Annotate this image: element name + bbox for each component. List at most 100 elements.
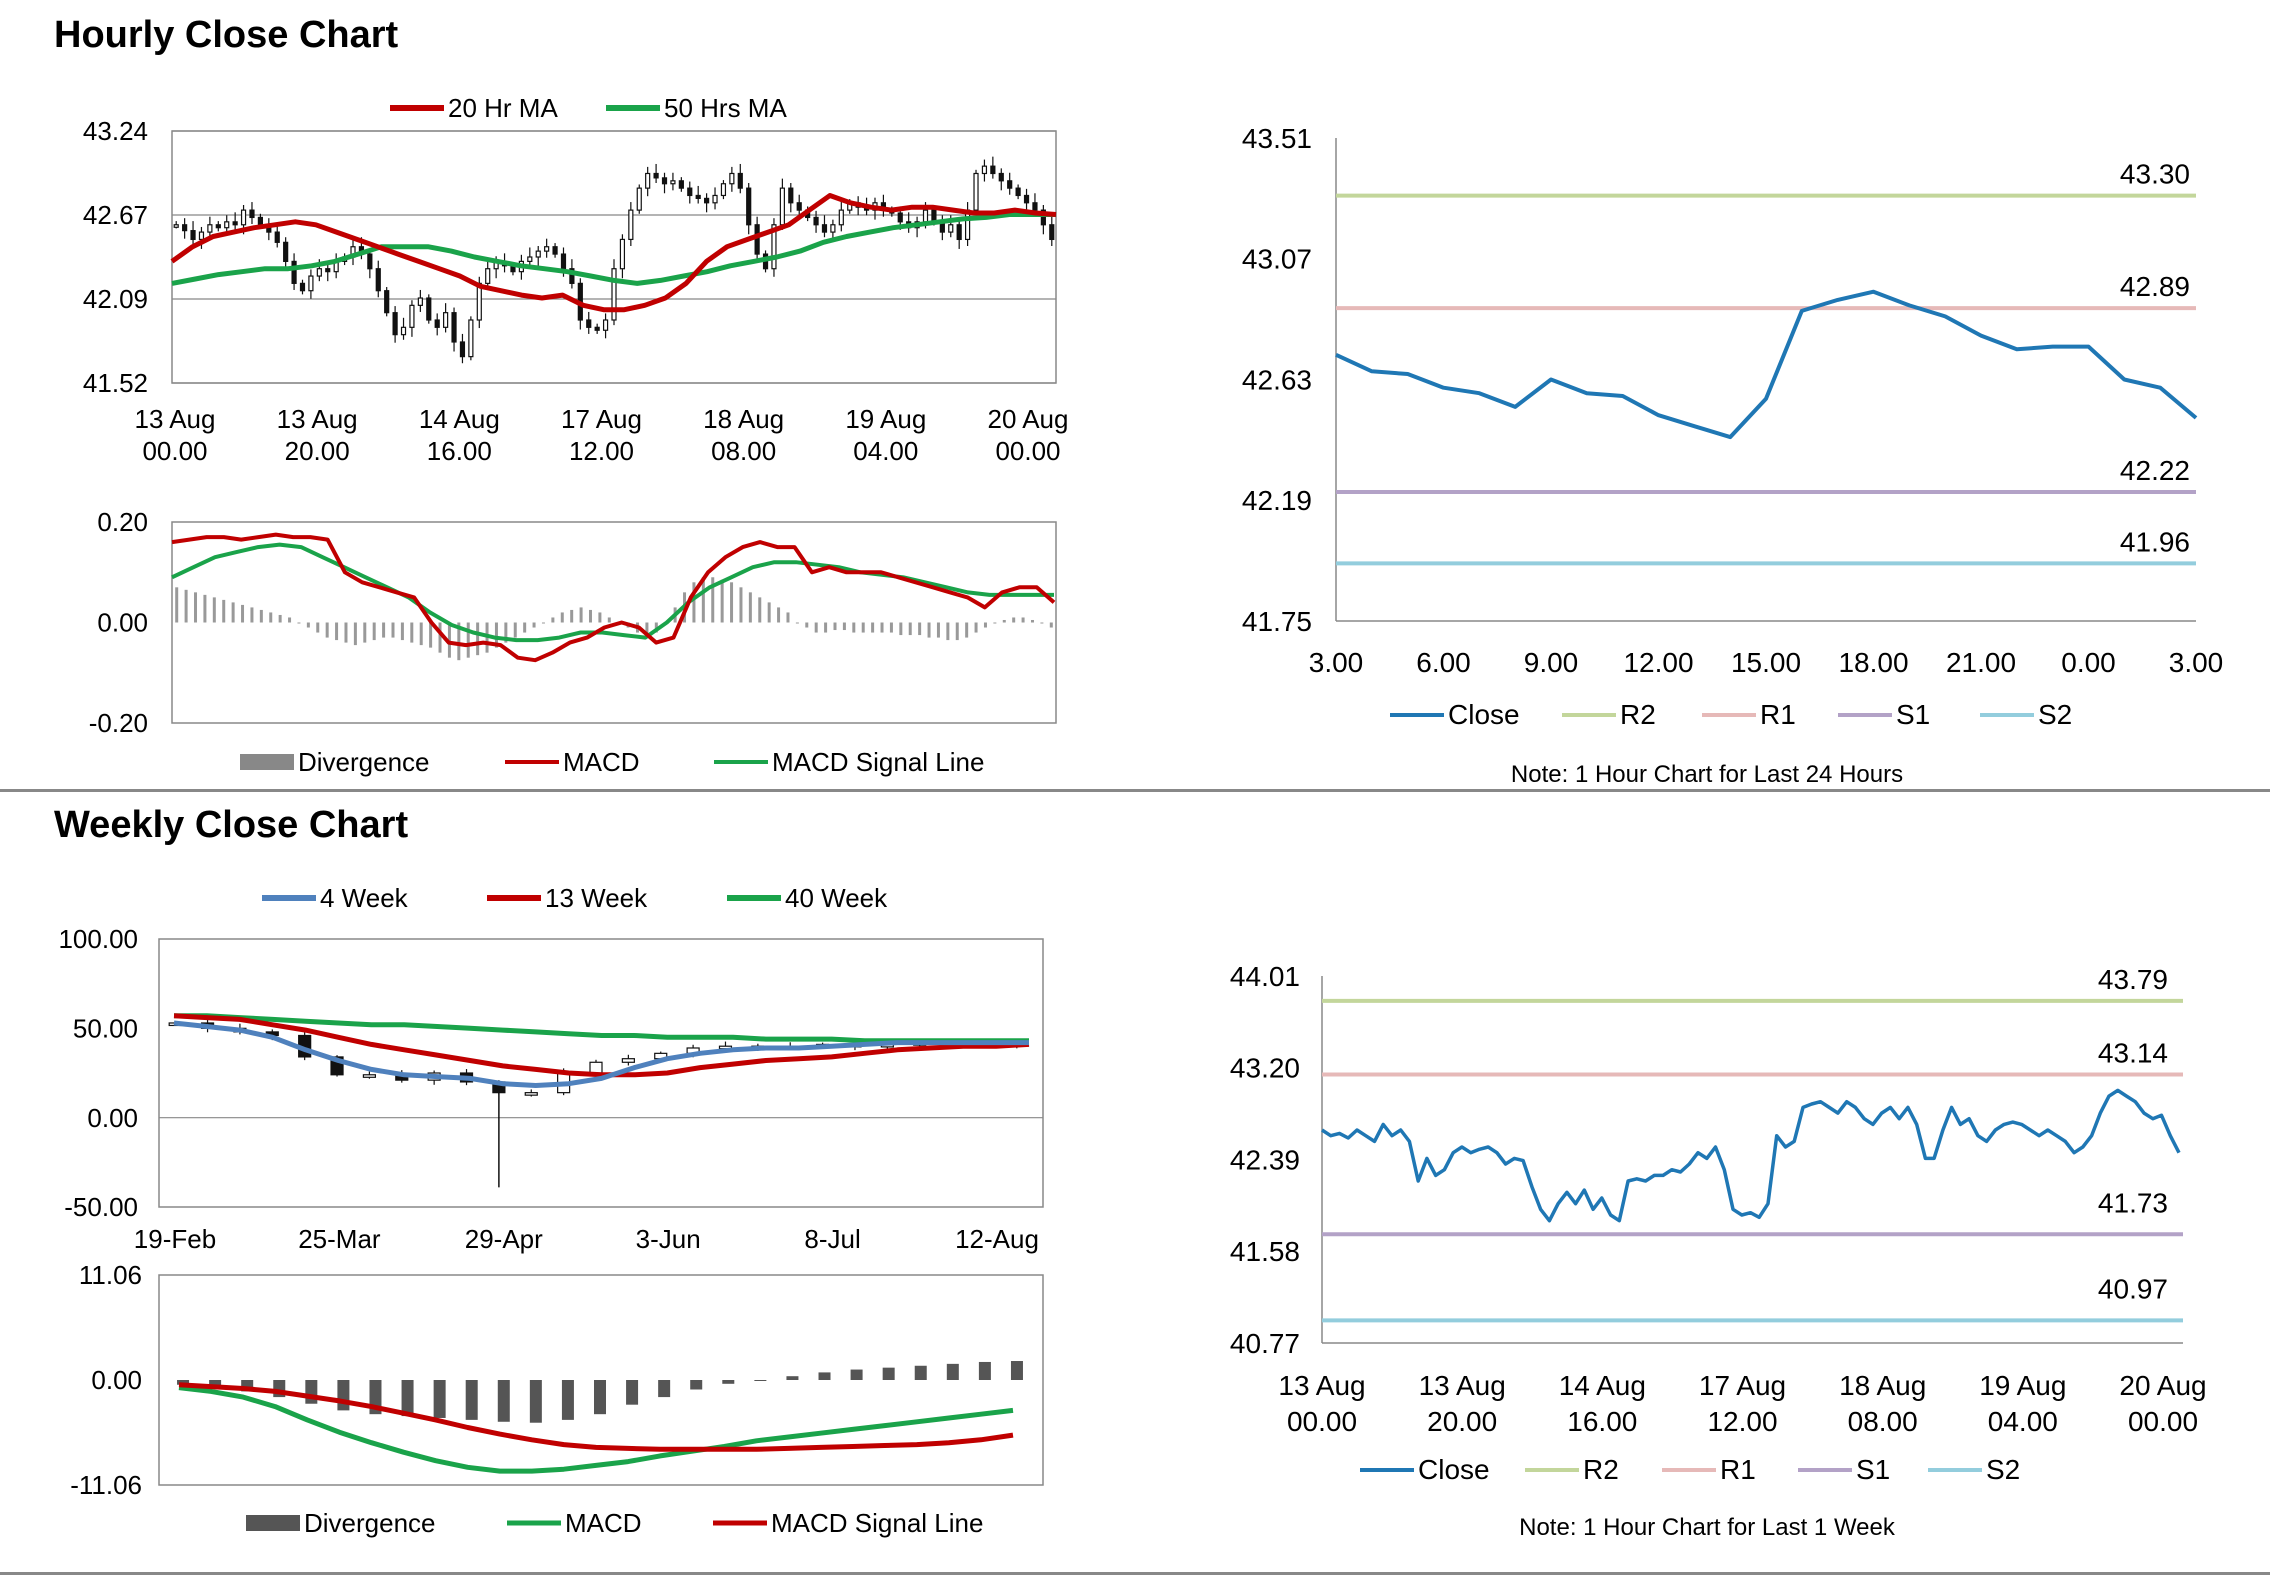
hourly-divergence-bar (824, 622, 828, 633)
hourly-divergence-bar (767, 602, 771, 623)
week-1h-x-tick-label: 20 Aug (2119, 1370, 2206, 1401)
hourly-candle (308, 275, 314, 292)
hourly-candle (897, 212, 903, 223)
hourly-24h-x-tick-label: 6.00 (1416, 647, 1471, 678)
hourly-candle (922, 209, 929, 223)
hourly-candle (1023, 194, 1030, 204)
hourly-divergence-bar (203, 594, 207, 623)
weekly-divergence-bar (561, 1380, 574, 1420)
hourly-24h-x-tick-label: 0.00 (2061, 647, 2116, 678)
week-1h-x-tick-label: 14 Aug (1559, 1370, 1646, 1401)
w4-line (173, 1020, 1029, 1088)
hourly-candle (1032, 202, 1038, 211)
weekly-candle-y-tick-label: 0.00 (87, 1103, 138, 1133)
hourly-divergence-bar (560, 612, 564, 623)
hourly-divergence-bar (1002, 619, 1006, 623)
hourly-divergence-bar (175, 587, 179, 623)
hourly-24h-x-tick-label: 3.00 (2169, 647, 2224, 678)
hourly-candle (712, 194, 718, 204)
hourly-divergence-bar (899, 622, 903, 636)
hourly-divergence-bar (504, 622, 508, 643)
week-1h-x-tick-label: 13 Aug (1278, 1370, 1365, 1401)
weekly-divergence-bar (946, 1363, 959, 1380)
weekly-divergence-bar (818, 1372, 831, 1380)
legend-hourly-macd-label: MACD (563, 747, 640, 777)
weekly-candle-y-tick-label: -50.00 (64, 1192, 138, 1222)
weekly-divergence-bar (1010, 1361, 1023, 1380)
hourly-divergence-bar (927, 622, 931, 638)
hourly-divergence-bar (457, 622, 461, 661)
hourly-candle (232, 221, 238, 226)
hourly-candle (619, 238, 626, 270)
hourly-candle-x-tick-label: 00.00 (995, 436, 1060, 466)
hourly-candle-x-tick-label: 17 Aug (561, 404, 642, 434)
weekly-divergence-bar (305, 1380, 318, 1404)
week-1h-s2-label: 40.97 (2098, 1273, 2168, 1304)
week-1h-x-tick-label: 19 Aug (1979, 1370, 2066, 1401)
hourly-divergence-bar (494, 622, 498, 648)
weekly-divergence-bar (626, 1380, 639, 1405)
hourly-candle (687, 187, 693, 197)
hourly-divergence-bar (391, 622, 395, 638)
hourly-divergence-bar (588, 609, 592, 623)
hourly-candle (215, 224, 221, 229)
hourly-divergence-bar (306, 622, 310, 628)
weekly-divergence-bar (978, 1361, 991, 1380)
legend-hourly-divergence-label: Divergence (298, 747, 430, 777)
hourly-divergence-bar (541, 622, 545, 624)
hourly-divergence-bar (241, 604, 245, 623)
legend-24h-r2-label: R2 (1620, 699, 1656, 730)
hourly-candle (670, 180, 676, 185)
week-1h-close-line (1321, 1088, 2181, 1223)
hourly-divergence-bar (795, 622, 799, 624)
hourly-candle (274, 231, 280, 243)
hourly-24h-x-tick-label: 18.00 (1838, 647, 1908, 678)
hourly-candle (257, 216, 263, 226)
hourly-divergence-bar (250, 607, 254, 623)
hourly-divergence-bar (974, 622, 978, 633)
hourly-candle-y-tick-label: 41.52 (83, 368, 148, 398)
hourly-divergence-bar (598, 612, 602, 623)
hourly-divergence-bar (965, 622, 969, 638)
hourly-candle (611, 268, 617, 321)
hourly-candle (400, 326, 407, 336)
hourly-candle (375, 268, 381, 292)
weekly-macd-plot-area (158, 1274, 1044, 1486)
hourly-candle (249, 209, 255, 219)
hourly-candle (594, 326, 600, 331)
hourly-divergence-bar (880, 622, 884, 633)
legend-1wk-r2-label: R2 (1583, 1454, 1619, 1485)
hourly-divergence-bar (335, 622, 339, 641)
hourly-candle (586, 319, 592, 328)
hourly-divergence-bar (993, 622, 997, 624)
hourly-24h-x-tick-label: 21.00 (1946, 647, 2016, 678)
hourly-candle-x-tick-label: 13 Aug (277, 404, 358, 434)
hourly-candle (459, 341, 466, 358)
hourly-divergence-bar (701, 577, 705, 623)
legend-4-week-label: 4 Week (320, 883, 409, 913)
weekly-divergence-bar (337, 1380, 350, 1411)
legend-hourly-divergence-swatch (240, 754, 294, 770)
hourly-candle (973, 172, 979, 211)
hourly-candle (434, 319, 440, 328)
week-1h-s1-label: 41.73 (2098, 1187, 2168, 1218)
hourly-divergence-bar (288, 617, 292, 623)
hourly-divergence-bar (363, 622, 367, 643)
week-1h-x-tick-label: 16.00 (1567, 1406, 1637, 1437)
hourly-candle (1015, 187, 1021, 197)
hourly-candle-x-tick-label: 20 Aug (988, 404, 1069, 434)
hourly-divergence-bar (871, 622, 875, 633)
hourly-candle (527, 256, 533, 262)
weekly-divergence-bar (754, 1380, 767, 1381)
week-1h-y-tick-label: 40.77 (1230, 1328, 1300, 1359)
hourly-candle (409, 304, 415, 328)
hourly-divergence-bar (212, 597, 216, 623)
hourly-candle-x-tick-label: 14 Aug (419, 404, 500, 434)
hourly-divergence-bar (429, 622, 433, 648)
hourly-candle (720, 183, 727, 197)
week-1h-x-tick-label: 00.00 (2128, 1406, 2198, 1437)
hourly-24h-y-tick-label: 43.07 (1242, 244, 1312, 275)
legend-1wk-r1-label: R1 (1720, 1454, 1756, 1485)
hourly-divergence-bar (325, 622, 329, 638)
hourly-divergence-bar (278, 614, 282, 623)
